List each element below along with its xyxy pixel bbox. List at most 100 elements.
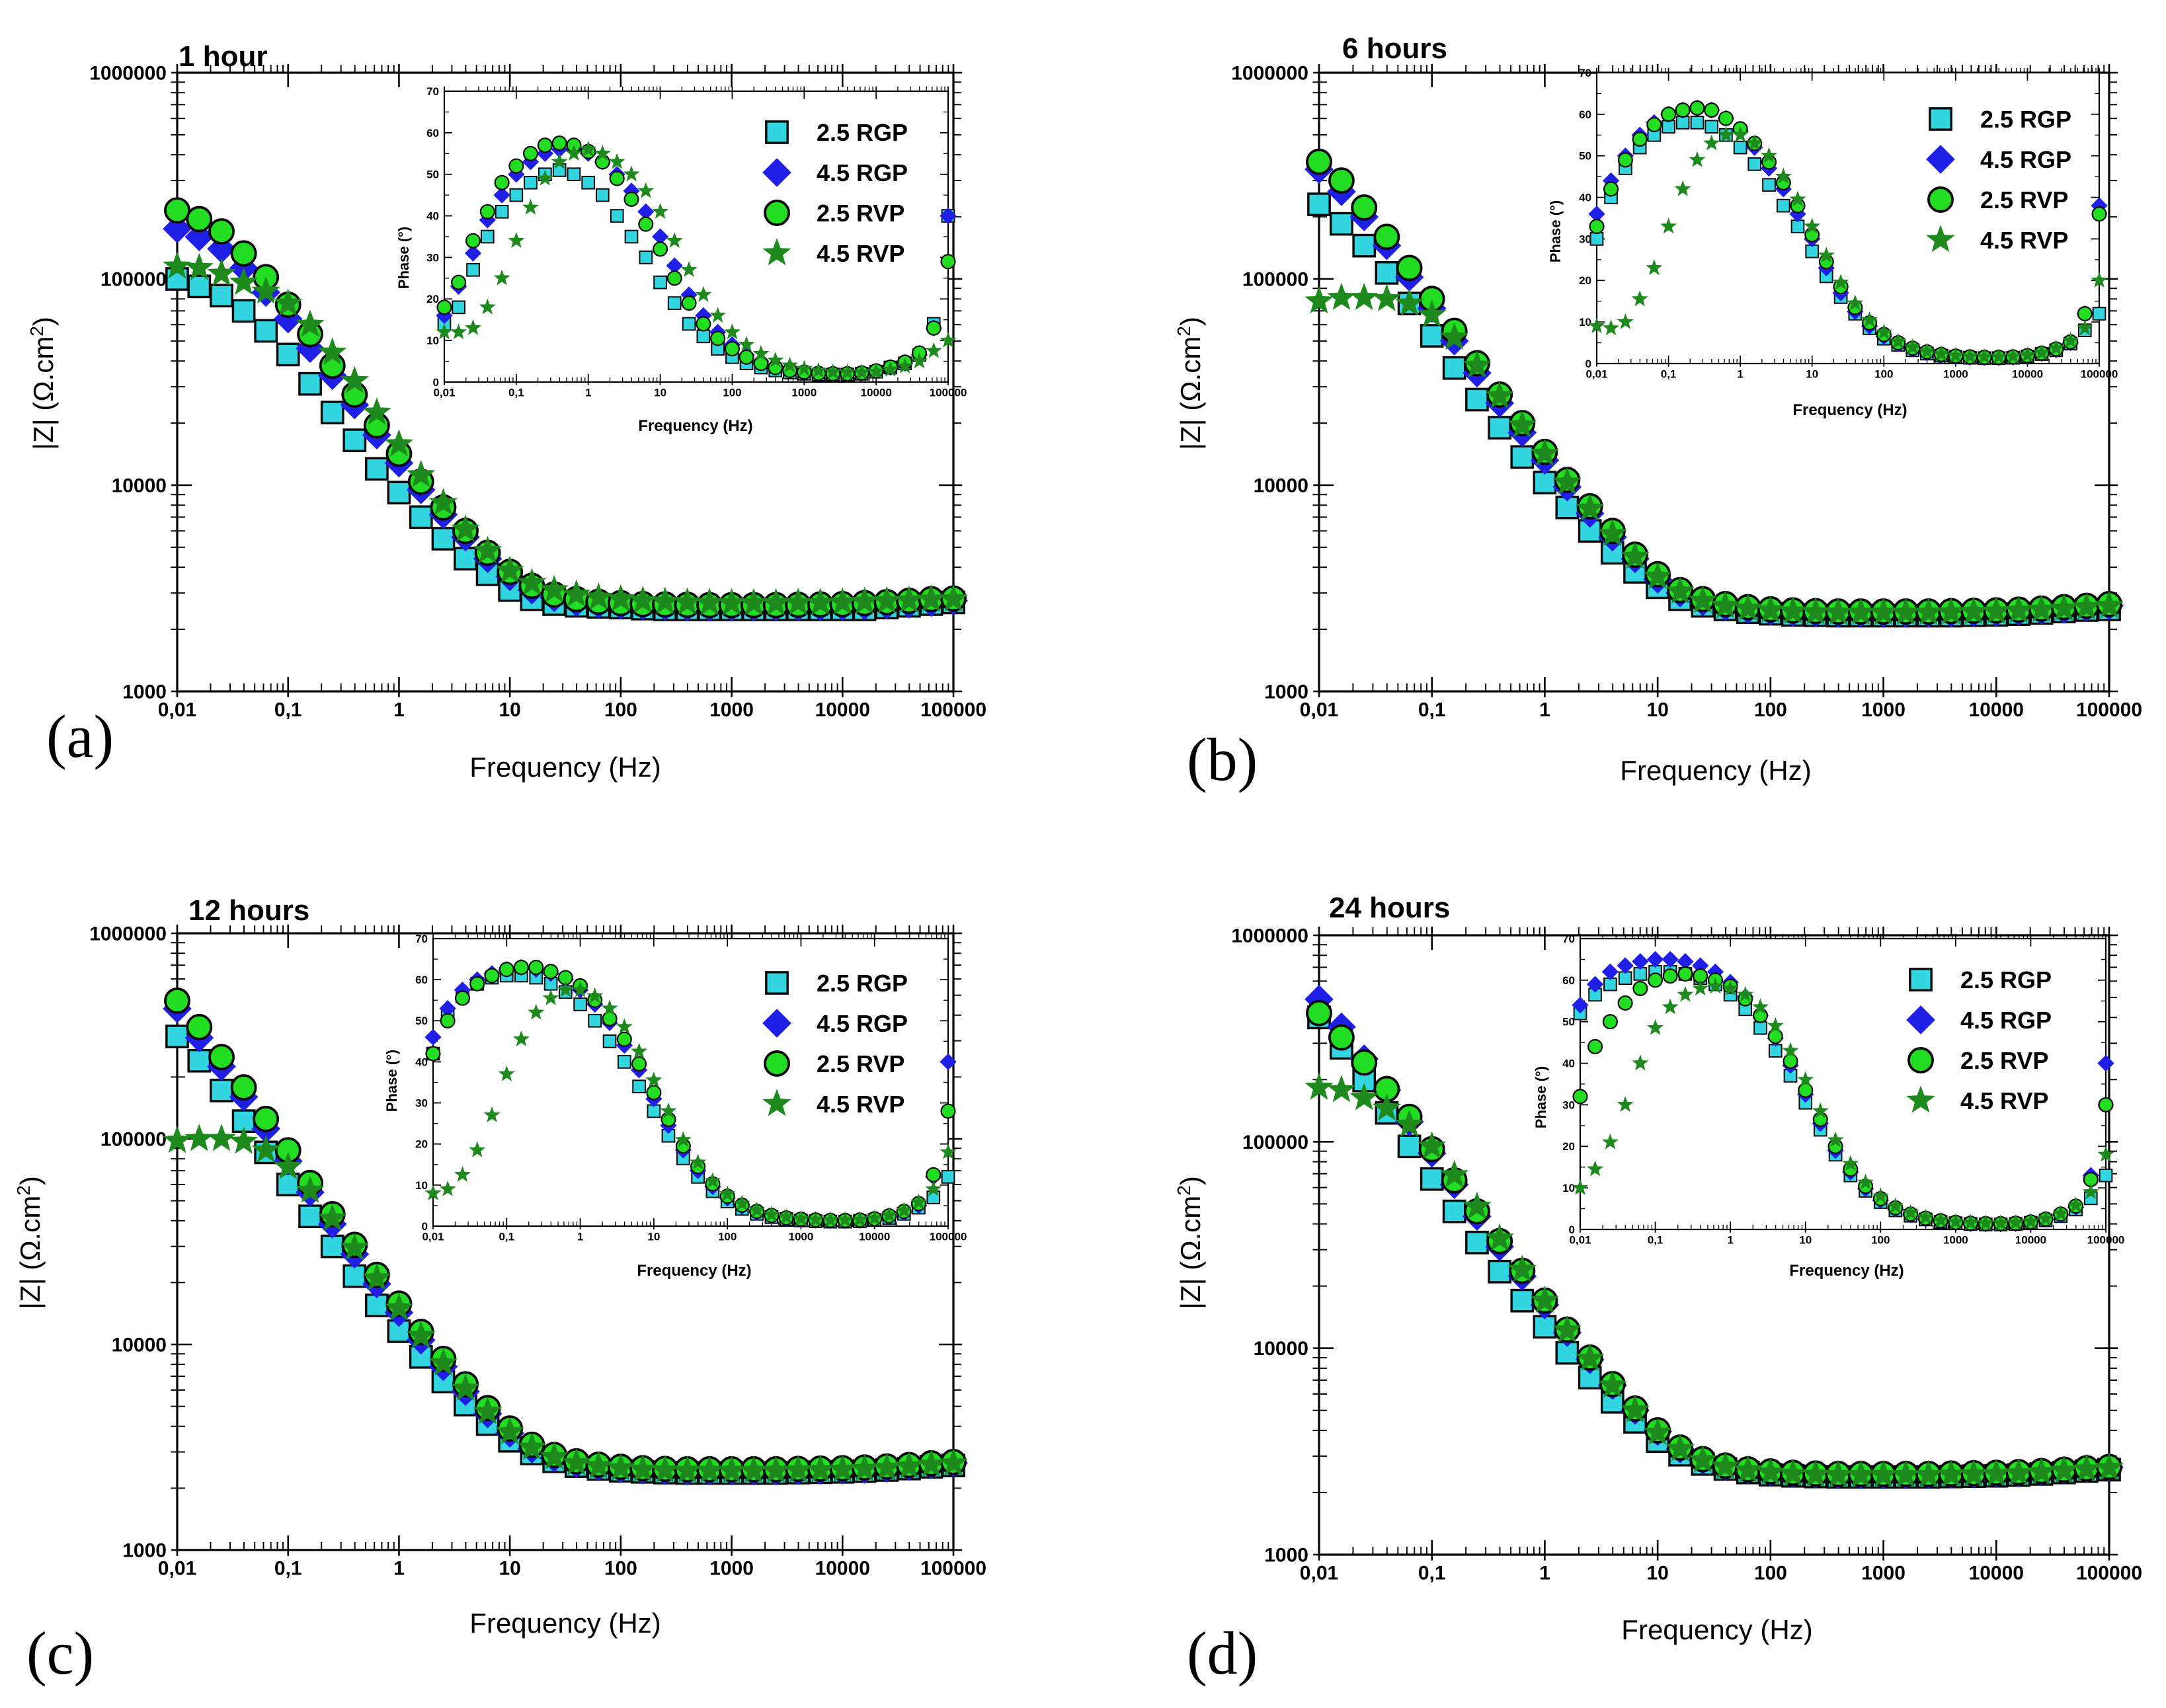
inset-data-point bbox=[595, 188, 610, 202]
inset-data-point bbox=[1587, 1038, 1603, 1054]
data-point bbox=[761, 588, 791, 615]
legend-marker-rgp45 bbox=[762, 158, 791, 187]
inset-data-point bbox=[464, 245, 482, 262]
x-tick-label: 10000 bbox=[2012, 368, 2043, 380]
data-point bbox=[872, 1452, 901, 1481]
data-point bbox=[2050, 1456, 2079, 1483]
inset-data-point bbox=[1587, 1160, 1604, 1177]
inset-data-point bbox=[513, 959, 529, 976]
data-point bbox=[1643, 1417, 1672, 1445]
data-point bbox=[1328, 1024, 1355, 1051]
inset-data-point bbox=[609, 171, 625, 186]
inset-data-point bbox=[602, 1034, 617, 1048]
inset-data-point bbox=[2048, 339, 2065, 356]
data-point bbox=[1959, 1459, 1988, 1487]
inset-data-point bbox=[1789, 206, 1806, 223]
data-point bbox=[1533, 471, 1557, 494]
inset-data-point bbox=[1677, 966, 1693, 982]
inset-data-point bbox=[824, 363, 842, 379]
data-point bbox=[672, 587, 702, 615]
data-point bbox=[1485, 381, 1514, 408]
inset-data-point bbox=[608, 153, 625, 169]
panel-b-6-hours: 6 hours (b) Frequency (Hz) |Z| (Ω.cm2) 0… bbox=[1174, 32, 2143, 793]
data-point bbox=[540, 574, 569, 603]
data-point bbox=[783, 1455, 813, 1483]
y-tick-label: 10 bbox=[1562, 1182, 1575, 1194]
inset-data-point bbox=[822, 1211, 839, 1227]
inset-data-point bbox=[1918, 342, 1935, 359]
legend-label: 2.5 RGP bbox=[817, 119, 908, 146]
x-tick-label: 100 bbox=[1871, 1233, 1890, 1246]
data-point bbox=[409, 505, 433, 529]
legend-label: 2.5 RGP bbox=[817, 970, 908, 997]
inset-series-rvp45 bbox=[1572, 978, 2114, 1231]
inset-phase-plot: 0,01 0,1 1 10 100 1000 10000 100000 0 10 20 30 40 50 6… bbox=[415, 933, 967, 1243]
inset-data-point bbox=[588, 1013, 602, 1028]
data-point bbox=[1463, 1191, 1492, 1219]
inset-data-point bbox=[1703, 134, 1720, 151]
data-point bbox=[517, 1432, 547, 1460]
inset-data-point bbox=[508, 232, 525, 248]
inset-data-point bbox=[926, 1190, 941, 1204]
y-tick-label: 100000 bbox=[1242, 1132, 1308, 1153]
data-point bbox=[340, 1233, 369, 1261]
data-point bbox=[1372, 1093, 1402, 1121]
legend-marker-rvp45 bbox=[1906, 1085, 1935, 1113]
data-point bbox=[320, 1234, 344, 1259]
data-point bbox=[2050, 594, 2079, 621]
inset-data-point bbox=[450, 323, 467, 340]
inset-data-point bbox=[1603, 319, 1620, 336]
inset-data-point bbox=[1976, 348, 1993, 364]
data-point bbox=[362, 397, 391, 425]
inset-data-point bbox=[479, 298, 496, 315]
x-tick-label: 1 bbox=[585, 386, 591, 399]
y-tick-label: 50 bbox=[415, 1015, 428, 1027]
data-point bbox=[672, 1456, 702, 1483]
inset-data-point bbox=[723, 323, 741, 340]
data-point bbox=[1688, 1445, 1718, 1473]
legend-marker-rgp45 bbox=[1926, 145, 1955, 174]
x-tick-label: 10000 bbox=[859, 1230, 890, 1243]
x-tick-label: 1 bbox=[1737, 368, 1743, 380]
inset-data-point bbox=[623, 165, 640, 182]
inset-data-point bbox=[551, 136, 567, 151]
inset-data-point bbox=[1690, 116, 1705, 130]
inset-data-point bbox=[2082, 1183, 2099, 1200]
legend-marker-rvp45 bbox=[762, 238, 791, 266]
data-point bbox=[1914, 1459, 1943, 1487]
inset-data-point bbox=[2033, 344, 2050, 360]
data-point bbox=[1375, 260, 1399, 285]
inset-data-point bbox=[704, 1172, 721, 1188]
inset-data-point bbox=[469, 976, 485, 991]
inset-data-point bbox=[631, 1042, 648, 1059]
data-point bbox=[1576, 1343, 1605, 1371]
main-series bbox=[1304, 984, 2124, 1489]
data-point bbox=[318, 337, 347, 365]
inset-x-axis-label: Frequency (Hz) bbox=[1789, 1262, 1904, 1280]
data-point bbox=[495, 555, 524, 583]
data-point bbox=[1396, 254, 1423, 282]
y-tick-label: 0 bbox=[433, 376, 439, 389]
inset-data-point bbox=[1601, 963, 1619, 980]
inset-y-axis-label: Phase (°) bbox=[1547, 200, 1564, 262]
inset-data-point bbox=[1961, 348, 1978, 364]
x-tick-label: 10000 bbox=[815, 699, 870, 721]
y-tick-label: 10 bbox=[415, 1179, 428, 1192]
legend-label: 4.5 RVP bbox=[817, 1091, 904, 1118]
inset-data-point bbox=[1662, 998, 1679, 1015]
inset-data-point bbox=[1602, 1014, 1618, 1030]
x-tick-label: 100000 bbox=[930, 386, 967, 399]
inset-phase-plot: 0,01 0,1 1 10 100 1000 10000 100000 0 10 20 30 40 50 6… bbox=[1579, 67, 2118, 380]
main-series bbox=[163, 988, 968, 1486]
inset-data-point bbox=[695, 286, 712, 302]
x-tick-label: 100000 bbox=[2087, 1233, 2125, 1246]
data-point bbox=[1959, 596, 1988, 625]
inset-data-point bbox=[1662, 968, 1678, 984]
y-tick-label: 60 bbox=[1579, 108, 1591, 121]
data-point bbox=[184, 252, 214, 280]
inset-data-point bbox=[2067, 1196, 2085, 1213]
y-tick-label: 30 bbox=[426, 251, 439, 264]
inset-data-point bbox=[1648, 972, 1664, 988]
y-tick-label: 100000 bbox=[100, 269, 167, 291]
inset-data-point bbox=[425, 1046, 441, 1062]
